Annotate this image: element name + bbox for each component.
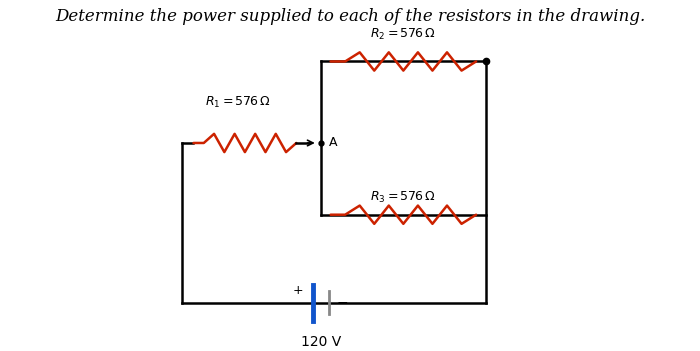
- Text: +: +: [293, 284, 303, 297]
- Text: A: A: [329, 137, 337, 150]
- Text: $R_1 = 576\,\Omega$: $R_1 = 576\,\Omega$: [205, 95, 272, 110]
- Text: Determine the power supplied to each of the resistors in the drawing.: Determine the power supplied to each of …: [55, 8, 645, 25]
- Text: $R_3 = 576\,\Omega$: $R_3 = 576\,\Omega$: [370, 190, 436, 205]
- Text: 120 V: 120 V: [301, 335, 341, 349]
- Text: −: −: [337, 296, 348, 310]
- Text: $R_2 = 576\,\Omega$: $R_2 = 576\,\Omega$: [370, 27, 436, 42]
